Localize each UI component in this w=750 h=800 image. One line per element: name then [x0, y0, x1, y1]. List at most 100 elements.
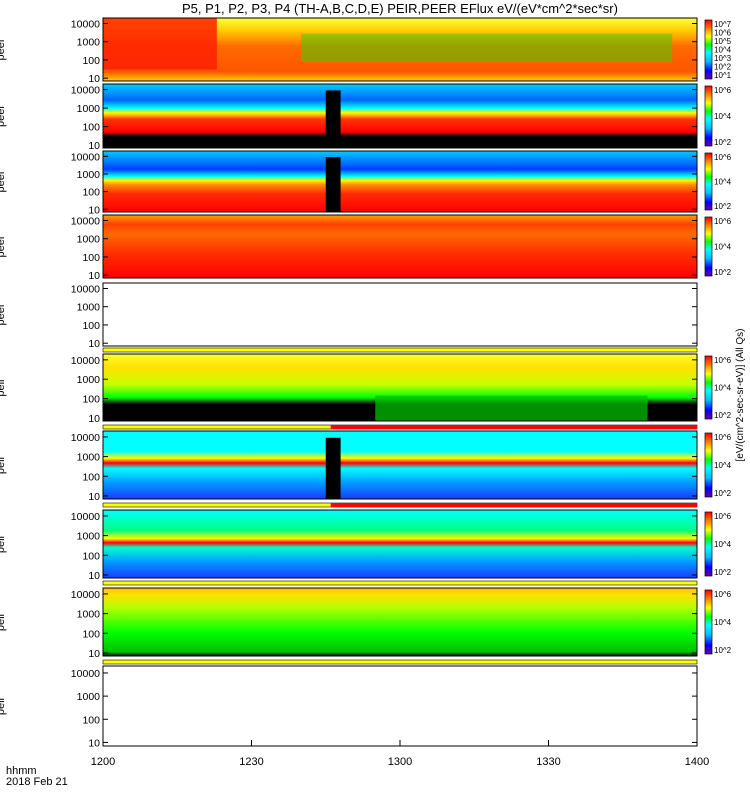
y-tick-label: 10	[88, 737, 100, 749]
spectrogram-thd-peir	[103, 588, 697, 656]
panel-thd-peer: 10000 1000 100 10 thdpeer 10^2 10^4 10^6	[0, 214, 732, 282]
y-tick-label: 1000	[77, 531, 101, 543]
panel-label-thb-peer: thbpeer	[0, 105, 7, 127]
panel-frame	[102, 83, 698, 149]
x-tick-label: 1200	[91, 756, 115, 768]
panel-label-thd-peir: thdpeir	[0, 612, 7, 631]
y-tick-label: 10000	[71, 432, 100, 444]
panel-frame	[102, 214, 698, 279]
high-flux-region	[103, 18, 217, 70]
y-tick-label: 1000	[77, 691, 101, 703]
mode-bar-red	[330, 503, 697, 507]
panel-frame	[102, 17, 698, 82]
colorbar-tick-label: 10^1	[714, 71, 732, 80]
chart-title: P5, P1, P2, P3, P4 (TH-A,B,C,D,E) PEIR,P…	[182, 1, 618, 16]
panel-frame	[102, 353, 698, 422]
y-tick-label: 10	[88, 270, 100, 282]
y-tick-label: 100	[82, 550, 100, 562]
y-tick-label: 10000	[71, 85, 100, 97]
panel-label-line: peer	[0, 38, 7, 60]
mode-bars	[102, 347, 698, 665]
colorbar-thc-peir: 10^2 10^4 10^6	[704, 511, 732, 577]
y-tick-label: 100	[82, 252, 100, 264]
y-tick-label: 10000	[71, 511, 100, 523]
panel-tha-peer: 10000100010010thapeer10^110^210^310^410^…	[0, 17, 732, 85]
panel-label-tha-peer: thapeer	[0, 38, 7, 60]
spectrogram-thc-peer	[103, 151, 697, 212]
panel-frame	[102, 587, 698, 657]
spectrogram-thb-peer	[103, 84, 697, 148]
colorbar-tick-label: 10^4	[714, 46, 732, 55]
data-gap-thc-peer	[325, 157, 341, 212]
panel-label-line: peir	[0, 378, 7, 397]
colorbar-tick-label: 10^4	[714, 112, 732, 121]
mode-bar	[102, 347, 698, 353]
y-tick-label: 1000	[77, 37, 101, 49]
panel-the-peer: 10000 1000 100 10 thepeer	[0, 282, 698, 350]
colorbar-tick-label: 10^4	[714, 178, 732, 187]
panels-group: 10000100010010thapeer10^110^210^310^410^…	[0, 17, 746, 749]
colorbar-tick-label: 10^7	[714, 20, 732, 29]
y-tick-label: 10000	[71, 151, 100, 163]
panel-thd-peir: 10000 1000 100 10 thdpeir 10^2 10^4 10^6	[0, 587, 732, 660]
colorbar-tick-label: 10^6	[714, 153, 732, 162]
y-tick-label: 10	[88, 570, 100, 582]
y-tick-label: 100	[82, 55, 100, 67]
colorbar-tick-label: 10^6	[714, 356, 732, 365]
colorbar-thd-peer: 10^2 10^4 10^6	[704, 216, 732, 277]
panel-thb-peer: 10000 1000 100 10 thbpeer 10^2 10^4 10^6	[0, 83, 732, 152]
colorbar-thb-peir: 10^2 10^4 10^6	[704, 432, 732, 498]
panel-label-the-peir: thepeir	[0, 696, 7, 715]
y-tick-label: 10000	[71, 18, 100, 30]
colorbar-tick-label: 10^6	[714, 433, 732, 442]
x-tick-label: 1230	[239, 756, 263, 768]
panel-label-thc-peer: thcpeer	[0, 170, 7, 192]
colorbar-tick-label: 10^2	[714, 489, 732, 498]
y-tick-label: 10	[88, 648, 100, 660]
panel-tha-peir: 10000 1000 100 10 thapeir 10^2 10^4 10^6	[0, 353, 732, 425]
colorbar-tick-label: 10^2	[714, 568, 732, 577]
y-tick-label: 100	[82, 122, 100, 134]
colorbar-tick-label: 10^4	[714, 618, 732, 627]
y-tick-label: 10	[88, 413, 100, 425]
spectrogram-thc-peir	[103, 510, 697, 578]
colorbar-scale	[704, 511, 713, 577]
colorbar-scale	[704, 355, 713, 420]
colorbar-tick-label: 10^6	[714, 217, 732, 226]
panel-thc-peer: 10000 1000 100 10 thcpeer 10^2 10^4 10^6	[0, 150, 732, 216]
colorbar-scale	[704, 19, 713, 80]
y-tick-label: 10000	[71, 668, 100, 680]
y-tick-label: 100	[82, 471, 100, 483]
panel-label-thd-peer: thdpeer	[0, 235, 7, 257]
panel-label-tha-peir: thapeir	[0, 378, 7, 397]
colorbar-tick-label: 10^4	[714, 461, 732, 470]
mode-bar-red	[330, 425, 697, 429]
colorbar-tick-label: 10^2	[714, 411, 732, 420]
x-axis-label-date: 2018 Feb 21	[6, 776, 68, 788]
panel-the-peir: 10000 1000 100 10 thepeir	[0, 665, 698, 749]
colorbar-tick-label: 10^2	[714, 646, 732, 655]
panel-label-line: peer	[0, 170, 7, 192]
colorbar-tick-label: 10^4	[714, 540, 732, 549]
panel-frame	[102, 665, 698, 747]
panel-thb-peir: 10000 1000 100 10 thbpeir 10^2 10^4 10^6	[0, 430, 732, 503]
colorbar-thd-peir: 10^2 10^4 10^6	[704, 589, 732, 655]
colorbar-tick-label: 10^6	[714, 590, 732, 599]
y-tick-label: 10	[88, 140, 100, 152]
panel-label-line: peer	[0, 303, 7, 325]
panel-frame	[102, 282, 698, 347]
colorbar-scale	[704, 216, 713, 277]
y-tick-label: 10000	[71, 283, 100, 295]
y-tick-label: 100	[82, 394, 100, 406]
y-tick-label: 100	[82, 628, 100, 640]
colorbar-tick-label: 10^6	[714, 29, 732, 38]
colorbar-scale	[704, 152, 713, 211]
panel-label-thb-peir: thbpeir	[0, 455, 7, 474]
panel-label-line: peir	[0, 534, 7, 553]
y-tick-label: 1000	[77, 169, 101, 181]
y-tick-label: 10000	[71, 589, 100, 601]
panel-label-line: peer	[0, 105, 7, 127]
panel-frame	[102, 430, 698, 500]
colorbar-tick-label: 10^2	[714, 202, 732, 211]
